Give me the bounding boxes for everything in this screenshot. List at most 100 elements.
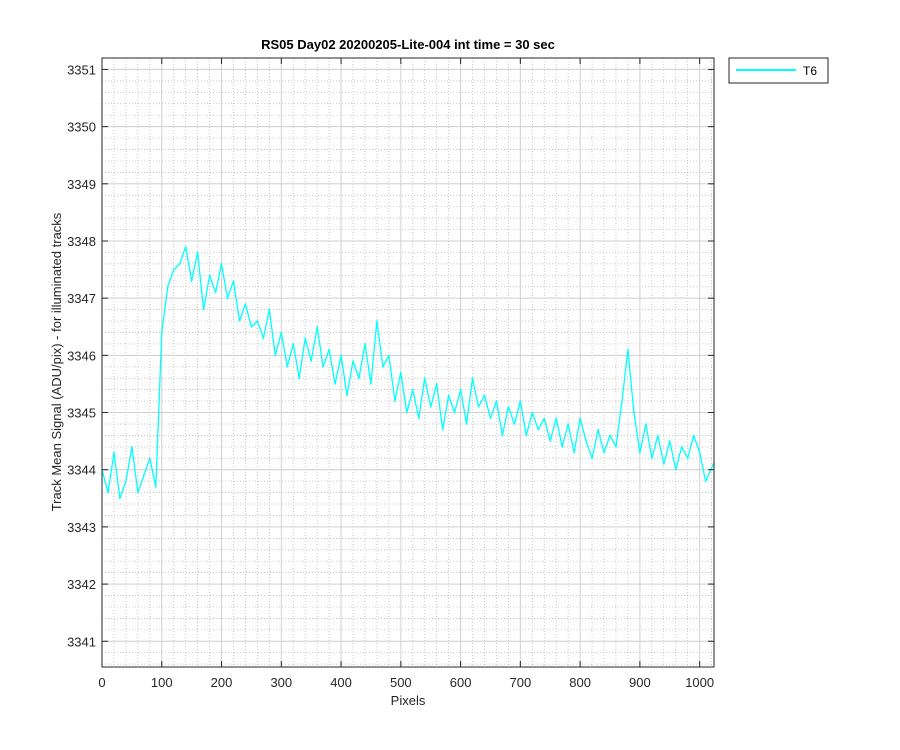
series-point	[471, 377, 474, 380]
chart-title: RS05 Day02 20200205-Lite-004 int time = …	[261, 37, 555, 52]
series-point	[567, 423, 569, 425]
series-point	[477, 406, 480, 408]
series-point	[447, 394, 450, 397]
y-tick-label: 3345	[67, 406, 96, 421]
series-point	[680, 446, 683, 448]
series-point	[621, 400, 623, 402]
y-tick-label: 3349	[67, 177, 96, 192]
series-point	[358, 377, 360, 380]
series-point	[161, 331, 163, 334]
axes-box	[101, 57, 715, 668]
series-point	[388, 354, 390, 357]
y-tick-label: 3342	[67, 577, 96, 592]
y-tick-label: 3348	[67, 234, 96, 249]
series-point	[334, 383, 336, 385]
series-point	[178, 263, 181, 265]
series-point	[537, 428, 540, 431]
series-point	[184, 245, 187, 248]
series-point	[651, 457, 653, 460]
series-point	[262, 337, 265, 340]
series-point	[250, 326, 253, 328]
series-point	[459, 388, 462, 391]
series-point	[220, 263, 223, 265]
series-point	[633, 411, 635, 414]
series-point	[489, 417, 492, 420]
series-point	[453, 411, 456, 414]
series-point	[352, 360, 354, 362]
series-point	[555, 417, 557, 420]
series-point	[561, 446, 563, 448]
series-point	[423, 377, 426, 380]
series-point	[131, 446, 133, 448]
legend-label-t6: T6	[803, 64, 817, 78]
series-point	[149, 457, 151, 460]
series-point	[316, 326, 319, 328]
series-point	[286, 366, 289, 368]
series-point	[280, 331, 283, 334]
series-point	[465, 423, 468, 425]
series-point	[238, 320, 241, 322]
series-point	[274, 354, 277, 357]
series-point	[513, 423, 516, 425]
series-point	[244, 303, 247, 305]
series-point	[501, 434, 504, 437]
y-tick-labels: 3341 3342 3343 3344 3345 3346 3347 3348 3349 3350…	[67, 62, 96, 649]
series-point	[298, 377, 301, 380]
series-point	[675, 468, 677, 471]
series-point	[113, 451, 115, 454]
series-point	[645, 423, 647, 425]
series-point	[412, 388, 414, 391]
series-point	[364, 343, 366, 345]
x-tick-label: 600	[450, 675, 472, 690]
axis-ticks	[101, 58, 714, 667]
x-tick-label: 300	[270, 675, 292, 690]
x-tick-label: 500	[390, 675, 412, 690]
series-point	[525, 434, 528, 437]
x-tick-label: 700	[510, 675, 532, 690]
series-point	[346, 394, 348, 397]
series-point	[686, 457, 689, 460]
x-tick-label: 0	[98, 675, 105, 690]
series-point	[190, 280, 193, 282]
series-point	[597, 428, 599, 431]
y-tick-label: 3346	[67, 348, 96, 363]
series-point	[119, 497, 121, 500]
y-tick-label: 3341	[67, 634, 96, 649]
series-point	[166, 285, 169, 288]
series-point	[143, 474, 145, 477]
x-tick-label: 400	[330, 675, 352, 690]
series-point	[125, 480, 127, 483]
series-point	[483, 394, 486, 397]
series-point	[615, 446, 617, 448]
series-point	[340, 354, 342, 357]
y-tick-label: 3347	[67, 291, 96, 306]
series-point	[107, 491, 109, 494]
series-point	[585, 440, 587, 442]
series-point	[232, 280, 235, 282]
series-point	[573, 451, 575, 454]
series-point	[543, 417, 546, 420]
series-point	[698, 451, 701, 454]
series-point	[322, 366, 324, 368]
series-point	[155, 486, 157, 488]
y-axis-label: Track Mean Signal (ADU/pix) - for illumi…	[49, 212, 64, 511]
series-point	[310, 360, 313, 362]
y-tick-label: 3350	[67, 120, 96, 135]
series-point	[208, 274, 211, 277]
x-tick-label: 800	[569, 675, 591, 690]
series-point	[549, 440, 551, 442]
series-point	[268, 308, 271, 311]
x-axis-label: Pixels	[391, 693, 426, 708]
series-point	[214, 291, 217, 294]
series-point	[519, 400, 522, 402]
series-point	[495, 400, 498, 402]
series-point	[579, 417, 581, 420]
series-point	[202, 308, 205, 311]
series-point	[669, 440, 671, 442]
series-point	[406, 411, 408, 414]
series-point	[692, 434, 695, 437]
series-layer	[102, 245, 714, 500]
series-point	[394, 400, 396, 402]
series-point	[603, 451, 605, 454]
